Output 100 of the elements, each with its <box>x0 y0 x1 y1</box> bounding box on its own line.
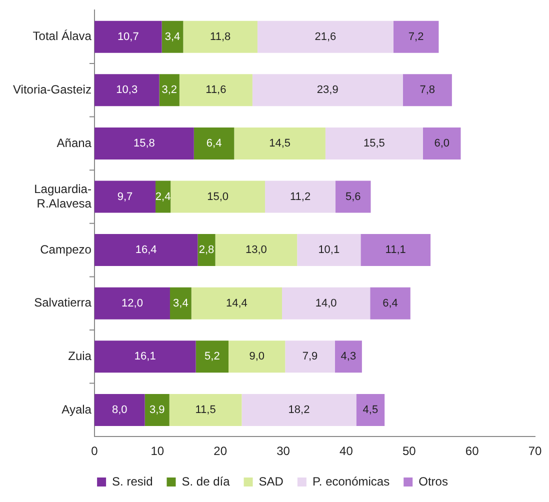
bar <box>198 234 216 266</box>
data-label: 15,0 <box>207 190 229 203</box>
data-label: 14,5 <box>269 137 291 150</box>
legend-label: P. económicas <box>312 474 390 488</box>
data-label: 7,9 <box>302 350 318 363</box>
bar <box>94 180 156 213</box>
bar <box>94 287 170 320</box>
bar <box>356 394 385 426</box>
legend-label: S. resid <box>112 474 153 488</box>
y-tick-label: Campezo <box>40 242 92 256</box>
data-label: 15,5 <box>363 137 385 150</box>
data-label: 3,4 <box>164 30 180 43</box>
x-tick-label: 50 <box>402 444 416 458</box>
bar <box>370 287 410 320</box>
data-label: 12,0 <box>122 297 143 310</box>
data-label: 5,6 <box>345 190 361 203</box>
data-label: 4,3 <box>340 350 356 363</box>
bar <box>191 287 282 320</box>
bar <box>94 20 162 53</box>
bar <box>159 74 180 106</box>
legend-label: S. de día <box>182 474 230 488</box>
data-label: 13,0 <box>246 244 267 256</box>
y-tick-label: Salvatierra <box>34 296 92 310</box>
bar <box>162 20 184 53</box>
bar <box>94 394 145 426</box>
data-label: 11,5 <box>195 404 216 416</box>
bar <box>194 127 234 160</box>
x-tick-label: 40 <box>340 444 354 458</box>
bar <box>170 180 266 213</box>
bar <box>94 127 194 160</box>
bar <box>215 234 298 266</box>
bar <box>393 20 439 53</box>
bar <box>252 74 403 106</box>
data-label: 16,1 <box>134 350 156 363</box>
bar <box>242 394 356 426</box>
x-tick-label: 60 <box>465 444 480 458</box>
y-tick-label: Vitoria-Gasteiz <box>12 82 92 96</box>
data-label: 11,1 <box>385 244 406 256</box>
data-label: 23,9 <box>316 84 338 96</box>
data-label: 10,1 <box>318 244 340 256</box>
data-label: 10,3 <box>116 84 138 96</box>
bar <box>334 340 362 373</box>
y-tick-label: Zuia <box>68 348 92 363</box>
x-tick-label: 20 <box>214 444 228 458</box>
data-label: 6,4 <box>206 137 222 150</box>
x-tick-label: 30 <box>276 444 290 458</box>
legend-label: Otros <box>418 474 448 488</box>
data-label: 6,0 <box>434 137 450 150</box>
bar <box>94 74 160 106</box>
bar <box>285 340 335 373</box>
data-label: 10,7 <box>117 30 139 43</box>
bar <box>170 287 192 320</box>
x-tick-label: 10 <box>150 444 164 458</box>
data-label: 6,4 <box>382 297 398 310</box>
x-tick-label: 0 <box>91 444 98 458</box>
data-label: 5,2 <box>204 350 220 363</box>
bar <box>169 394 242 426</box>
legend-label: SAD <box>258 474 284 488</box>
data-label: 9,0 <box>249 350 264 363</box>
bar <box>336 180 371 213</box>
data-label: 3,4 <box>173 297 188 310</box>
data-label: 14,4 <box>226 297 248 310</box>
bar <box>282 287 370 320</box>
bar <box>196 340 229 373</box>
bar <box>234 127 326 160</box>
data-label: 3,2 <box>162 84 178 96</box>
data-label: 3,9 <box>149 404 165 416</box>
data-label: 2,8 <box>198 244 214 256</box>
data-label: 21,6 <box>314 30 336 43</box>
bar <box>179 74 252 106</box>
bar <box>94 340 196 373</box>
data-label: 9,7 <box>117 190 133 203</box>
bar <box>422 127 461 160</box>
y-tick-label: Ayala <box>62 402 92 416</box>
y-tick-label: Total Álava <box>32 29 92 44</box>
data-label: 7,2 <box>408 30 424 43</box>
data-label: 18,2 <box>288 404 310 416</box>
bar <box>402 74 452 106</box>
bar <box>325 127 423 160</box>
data-label: 14,0 <box>315 297 337 310</box>
bar <box>94 234 198 266</box>
bar <box>360 234 431 266</box>
data-label: 7,8 <box>420 84 436 96</box>
bar <box>144 394 170 426</box>
bar <box>265 180 336 213</box>
data-label: 4,5 <box>362 404 378 416</box>
y-tick-label: Laguardia-R.Alavesa <box>34 182 92 210</box>
bar <box>183 20 258 53</box>
data-label: 15,8 <box>133 137 155 150</box>
x-tick-label: 70 <box>528 444 542 458</box>
data-label: 11,6 <box>206 84 226 96</box>
bar <box>297 234 361 266</box>
bar <box>257 20 394 53</box>
bar <box>228 340 286 373</box>
data-label: 2,4 <box>155 190 171 203</box>
y-tick-label: Añana <box>56 136 92 150</box>
data-label: 8,0 <box>112 404 128 416</box>
data-label: 11,8 <box>210 30 231 43</box>
data-label: 16,4 <box>135 244 157 256</box>
data-label: 11,2 <box>290 190 311 203</box>
